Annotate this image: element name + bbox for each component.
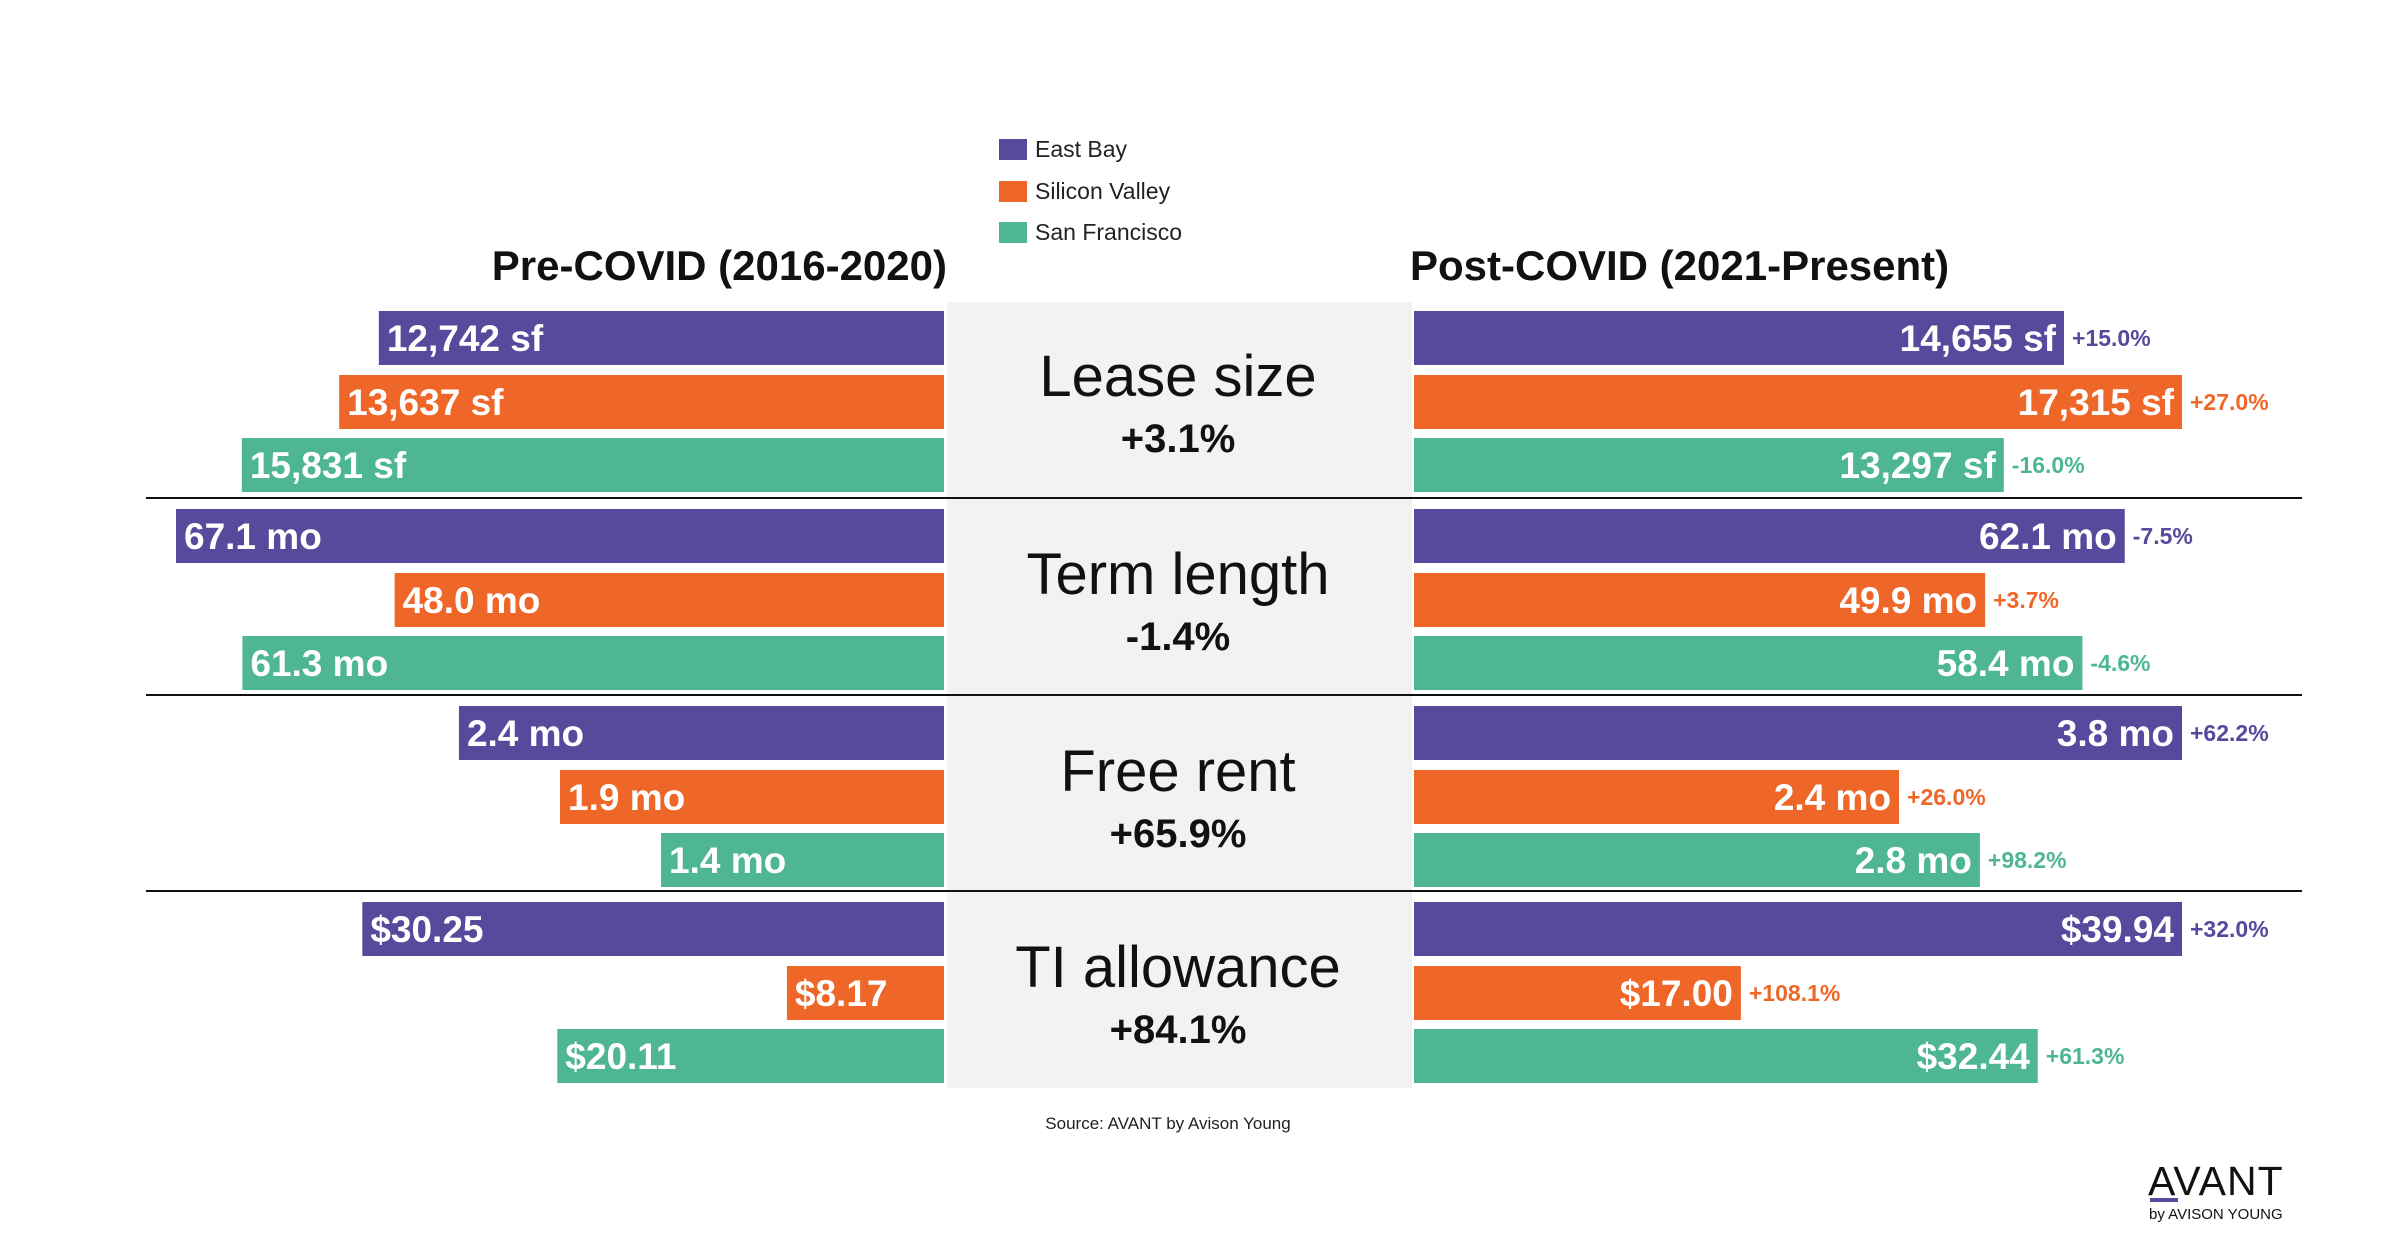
logo-accent-bar	[2150, 1198, 2178, 1202]
bar-label-post-free-rent-silicon-valley: 2.4 mo	[1774, 777, 1891, 818]
bar-post-term-length-silicon-valley	[1414, 573, 1986, 627]
source-note: Source: AVANT by Avison Young	[1045, 1114, 1290, 1133]
bar-label-pre-term-length-east-bay: 67.1 mo	[184, 516, 322, 557]
metric-change-term-length: -1.4%	[1126, 615, 1231, 659]
bar-label-post-ti-allowance-san-francisco: $32.44	[1917, 1036, 2031, 1077]
bar-label-post-ti-allowance-silicon-valley: $17.00	[1620, 973, 1733, 1014]
bar-label-post-free-rent-east-bay: 3.8 mo	[2057, 713, 2174, 754]
bar-post-free-rent-silicon-valley	[1414, 770, 1900, 824]
legend-swatch-east-bay	[999, 139, 1027, 160]
left-panel-title: Pre-COVID (2016-2020)	[492, 242, 947, 289]
bar-post-lease-size-san-francisco	[1414, 438, 2004, 492]
bar-label-pre-term-length-silicon-valley: 48.0 mo	[403, 580, 541, 621]
legend-swatch-silicon-valley	[999, 181, 1027, 202]
bar-pre-free-rent-silicon-valley	[560, 770, 944, 824]
bar-label-pre-ti-allowance-east-bay: $30.25	[370, 909, 483, 950]
pct-change-ti-allowance-silicon-valley: +108.1%	[1749, 980, 1840, 1006]
pct-change-term-length-silicon-valley: +3.7%	[1993, 587, 2059, 613]
bar-pre-ti-allowance-silicon-valley	[786, 966, 944, 1020]
bar-label-pre-free-rent-east-bay: 2.4 mo	[467, 713, 584, 754]
bar-label-pre-free-rent-silicon-valley: 1.9 mo	[568, 777, 685, 818]
metric-change-ti-allowance: +84.1%	[1110, 1008, 1247, 1052]
pct-change-ti-allowance-san-francisco: +61.3%	[2046, 1043, 2125, 1069]
pct-change-ti-allowance-east-bay: +32.0%	[2190, 916, 2269, 942]
bar-pre-ti-allowance-east-bay	[362, 902, 944, 956]
pct-change-term-length-east-bay: -7.5%	[2133, 523, 2193, 549]
bar-post-ti-allowance-san-francisco	[1414, 1029, 2038, 1083]
bar-label-pre-lease-size-east-bay: 12,742 sf	[387, 318, 544, 359]
bar-pre-ti-allowance-san-francisco	[557, 1029, 944, 1083]
bar-label-post-free-rent-san-francisco: 2.8 mo	[1855, 840, 1972, 881]
pct-change-term-length-san-francisco: -4.6%	[2090, 650, 2150, 676]
bar-pre-lease-size-san-francisco	[241, 438, 944, 492]
metric-name-term-length: Term length	[1026, 542, 1329, 607]
bar-post-free-rent-san-francisco	[1414, 833, 1980, 887]
bar-post-lease-size-silicon-valley	[1414, 375, 2182, 429]
bar-label-post-lease-size-east-bay: 14,655 sf	[1900, 318, 2057, 359]
metric-name-free-rent: Free rent	[1060, 739, 1295, 804]
logo-wordmark: AVANT	[2148, 1158, 2284, 1204]
bar-pre-free-rent-east-bay	[458, 706, 944, 760]
pct-change-free-rent-east-bay: +62.2%	[2190, 720, 2269, 746]
pct-change-lease-size-san-francisco: -16.0%	[2012, 452, 2085, 478]
legend: East Bay Silicon Valley San Francisco	[999, 136, 1182, 245]
bar-pre-lease-size-silicon-valley	[339, 375, 944, 429]
bar-post-free-rent-east-bay	[1414, 706, 2182, 760]
metric-name-lease-size: Lease size	[1039, 344, 1316, 409]
pct-change-lease-size-silicon-valley: +27.0%	[2190, 389, 2269, 415]
bar-pre-term-length-silicon-valley	[394, 573, 944, 627]
bar-post-term-length-san-francisco	[1414, 636, 2083, 690]
bar-label-post-term-length-san-francisco: 58.4 mo	[1937, 643, 2075, 684]
pct-change-free-rent-san-francisco: +98.2%	[1988, 847, 2067, 873]
bar-label-post-lease-size-silicon-valley: 17,315 sf	[2018, 382, 2175, 423]
metric-name-ti-allowance: TI allowance	[1015, 935, 1341, 1000]
bar-label-post-lease-size-san-francisco: 13,297 sf	[1839, 445, 1996, 486]
logo-subtitle: by AVISON YOUNG	[2149, 1206, 2283, 1223]
bar-post-lease-size-east-bay	[1414, 311, 2065, 365]
bar-label-pre-lease-size-san-francisco: 15,831 sf	[250, 445, 407, 486]
bar-label-pre-lease-size-silicon-valley: 13,637 sf	[347, 382, 504, 423]
bar-label-pre-term-length-san-francisco: 61.3 mo	[250, 643, 388, 684]
bar-label-pre-ti-allowance-san-francisco: $20.11	[565, 1036, 676, 1077]
legend-swatch-san-francisco	[999, 222, 1027, 243]
metric-change-lease-size: +3.1%	[1121, 417, 1236, 461]
legend-label-east-bay: East Bay	[1035, 136, 1128, 162]
legend-label-silicon-valley: Silicon Valley	[1035, 178, 1171, 204]
bar-pre-term-length-east-bay	[176, 509, 944, 563]
right-panel-title: Post-COVID (2021-Present)	[1410, 242, 1949, 289]
bar-pre-term-length-san-francisco	[242, 636, 944, 690]
bar-label-post-term-length-silicon-valley: 49.9 mo	[1839, 580, 1977, 621]
bar-label-post-term-length-east-bay: 62.1 mo	[1979, 516, 2117, 557]
bar-pre-lease-size-east-bay	[378, 311, 944, 365]
bar-post-ti-allowance-east-bay	[1414, 902, 2182, 956]
pct-change-free-rent-silicon-valley: +26.0%	[1907, 784, 1986, 810]
legend-label-san-francisco: San Francisco	[1035, 219, 1182, 245]
bar-post-term-length-east-bay	[1414, 509, 2125, 563]
bar-post-ti-allowance-silicon-valley	[1414, 966, 1741, 1020]
pct-change-lease-size-east-bay: +15.0%	[2072, 325, 2151, 351]
bar-label-pre-free-rent-san-francisco: 1.4 mo	[669, 840, 786, 881]
bars-group: Lease size +3.1% 12,742 sf 14,655 sf +15.0% 1…	[146, 311, 2302, 1083]
bar-pre-free-rent-san-francisco	[661, 833, 944, 887]
metric-change-free-rent: +65.9%	[1110, 812, 1247, 856]
avant-logo: AVANT by AVISON YOUNG	[2148, 1158, 2284, 1223]
bar-label-post-ti-allowance-east-bay: $39.94	[2061, 909, 2175, 950]
bar-label-pre-ti-allowance-silicon-valley: $8.17	[795, 973, 888, 1014]
